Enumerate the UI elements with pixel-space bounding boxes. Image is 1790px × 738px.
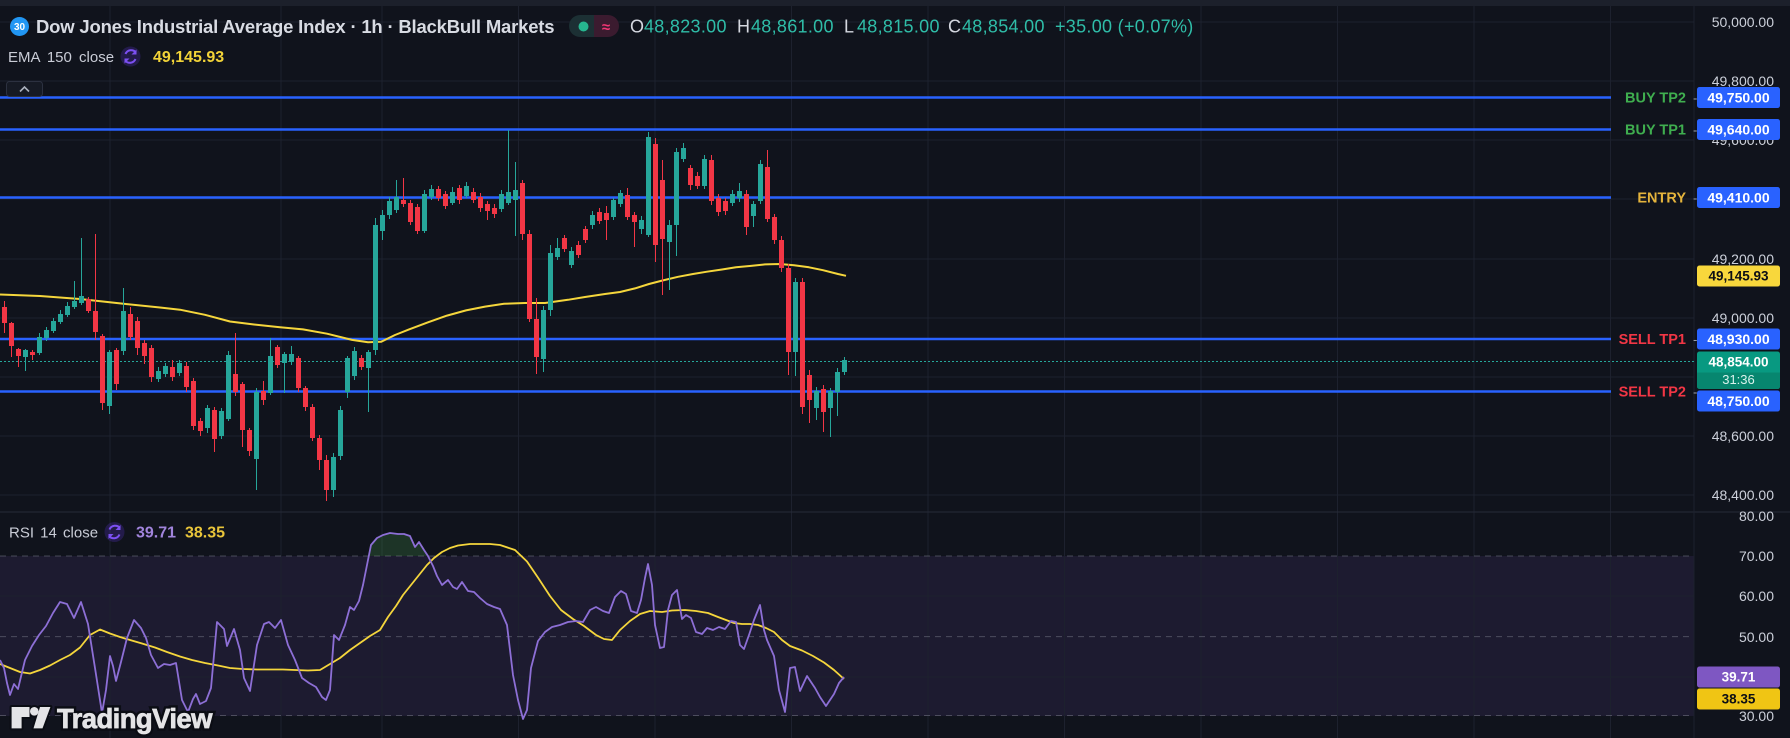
svg-text:48,823.00: 48,823.00 (644, 17, 727, 37)
svg-text:L: L (844, 17, 854, 37)
svg-text:+35.00 (+0.07%): +35.00 (+0.07%) (1055, 17, 1194, 37)
svg-text:49,200.00: 49,200.00 (1712, 251, 1774, 267)
svg-text:49,800.00: 49,800.00 (1712, 73, 1774, 89)
svg-text:39.71: 39.71 (136, 525, 176, 542)
svg-text:C: C (948, 17, 961, 37)
svg-text:TradingView: TradingView (57, 703, 213, 734)
svg-text:Dow Jones Industrial Average I: Dow Jones Industrial Average Index · 1h … (36, 16, 554, 37)
svg-text:49,640.00: 49,640.00 (1707, 121, 1769, 137)
svg-text:RSI 14 close: RSI 14 close (9, 525, 98, 542)
svg-text:49,000.00: 49,000.00 (1712, 310, 1774, 326)
svg-text:49,145.93: 49,145.93 (1708, 269, 1769, 284)
svg-text:O: O (630, 17, 644, 37)
svg-text:80.00: 80.00 (1739, 508, 1774, 524)
svg-text:SELL TP2: SELL TP2 (1619, 385, 1686, 401)
svg-text:48,400.00: 48,400.00 (1712, 487, 1774, 503)
svg-text:48,854.00: 48,854.00 (1708, 355, 1768, 370)
svg-text:70.00: 70.00 (1739, 548, 1774, 564)
svg-text:49,145.93: 49,145.93 (153, 49, 224, 66)
svg-text:30.00: 30.00 (1739, 708, 1774, 724)
svg-text:-: - (1693, 385, 1697, 400)
svg-text:BUY TP1: BUY TP1 (1625, 123, 1686, 139)
svg-text:H: H (737, 17, 750, 37)
svg-text:50,000.00: 50,000.00 (1712, 14, 1774, 30)
svg-text:EMA 150 close: EMA 150 close (8, 49, 114, 66)
svg-text:TradingView: TradingView (57, 703, 213, 734)
svg-text:48,600.00: 48,600.00 (1712, 428, 1774, 444)
svg-text:-: - (1693, 91, 1697, 106)
svg-text:38.35: 38.35 (1722, 692, 1756, 707)
svg-text:-: - (1693, 332, 1697, 347)
svg-text:50.00: 50.00 (1739, 629, 1774, 645)
svg-text:-: - (1693, 123, 1697, 138)
svg-text:39.71: 39.71 (1722, 670, 1756, 685)
svg-text:≈: ≈ (602, 19, 610, 36)
svg-text:60.00: 60.00 (1739, 588, 1774, 604)
svg-text:48,930.00: 48,930.00 (1707, 331, 1769, 347)
svg-text:30: 30 (14, 22, 26, 33)
svg-text:49,410.00: 49,410.00 (1707, 189, 1769, 205)
svg-text:BUY TP2: BUY TP2 (1625, 91, 1686, 107)
svg-text:31:36: 31:36 (1722, 372, 1755, 387)
svg-text:ENTRY: ENTRY (1637, 191, 1686, 207)
svg-text:49,750.00: 49,750.00 (1707, 89, 1769, 105)
svg-text:48,861.00: 48,861.00 (751, 17, 834, 37)
svg-text:48,815.00: 48,815.00 (857, 17, 940, 37)
svg-text:SELL TP1: SELL TP1 (1619, 332, 1686, 348)
svg-text:48,854.00: 48,854.00 (962, 17, 1045, 37)
svg-text:48,750.00: 48,750.00 (1707, 393, 1769, 409)
svg-text:38.35: 38.35 (185, 525, 225, 542)
svg-text:-: - (1693, 191, 1697, 206)
